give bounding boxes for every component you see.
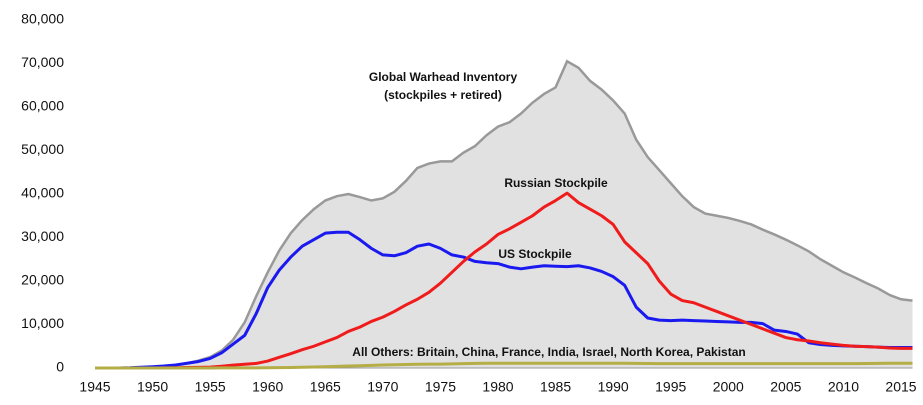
series-label: All Others: Britain, China, France, Indi…	[352, 345, 745, 359]
x-tick-label: 1995	[655, 379, 686, 395]
x-tick-label: 2015	[885, 379, 916, 395]
annotation: (stockpiles + retired)	[384, 88, 502, 102]
area-outline	[94, 59, 913, 370]
x-tick-label: 1945	[79, 379, 110, 395]
x-tick-label: 1970	[367, 379, 398, 395]
y-tick-label: 0	[56, 359, 64, 375]
line	[95, 361, 913, 370]
series-label: Russian Stockpile	[504, 176, 608, 190]
series-label: US Stockpile	[498, 247, 572, 261]
x-tick-label: 1990	[598, 379, 629, 395]
x-tick-label: 1975	[425, 379, 456, 395]
x-tick-label: 2000	[713, 379, 744, 395]
x-tick-label: 2010	[828, 379, 859, 395]
y-tick-label: 60,000	[21, 98, 64, 114]
x-tick-label: 1980	[482, 379, 513, 395]
y-tick-label: 40,000	[21, 185, 64, 201]
area-label: Global Warhead Inventory	[369, 70, 518, 84]
y-tick-label: 80,000	[21, 11, 64, 27]
area	[95, 61, 913, 368]
line	[94, 230, 913, 370]
y-tick-label: 50,000	[21, 141, 64, 157]
y-tick-label: 70,000	[21, 54, 64, 70]
y-tick-label: 10,000	[21, 315, 64, 331]
y-tick-label: 20,000	[21, 272, 64, 288]
x-tick-label: 1950	[137, 379, 168, 395]
x-tick-label: 1985	[540, 379, 571, 395]
x-tick-label: 2005	[770, 379, 801, 395]
y-tick-label: 30,000	[21, 228, 64, 244]
x-tick-label: 1960	[252, 379, 283, 395]
line	[95, 191, 913, 370]
x-tick-label: 1965	[310, 379, 341, 395]
x-tick-label: 1955	[195, 379, 226, 395]
